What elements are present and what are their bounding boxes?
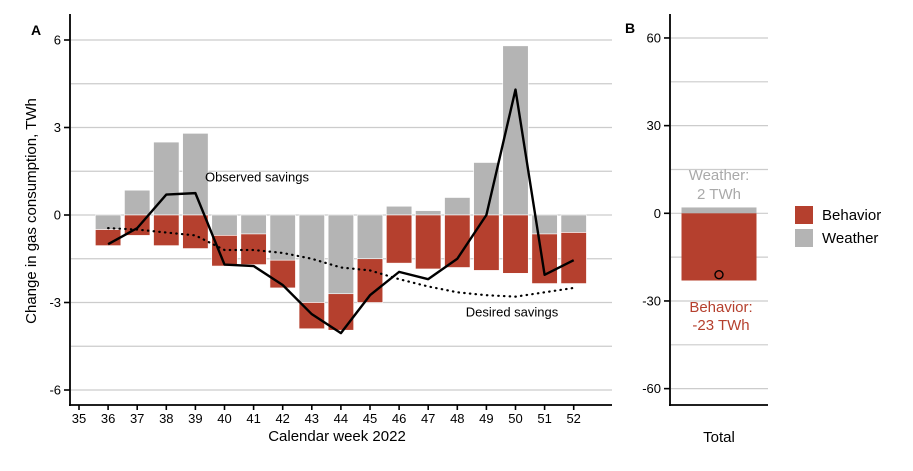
- bar-behavior-week-39: [182, 214, 209, 249]
- bar-weather-week-45: [356, 214, 384, 260]
- panel-b-y-tick-label: -30: [642, 293, 661, 308]
- panel-a-x-tick-label: 41: [246, 411, 260, 426]
- panel-a-y-tick-label: 0: [54, 208, 61, 223]
- bar-behavior-week-42: [269, 259, 296, 289]
- panel-b-y-tick-label: -60: [642, 381, 661, 396]
- panel-a-x-tick-label: 42: [275, 411, 289, 426]
- panel-a-x-tick-label: 47: [421, 411, 435, 426]
- panel-a-y-tick-label: 6: [54, 32, 61, 47]
- bar-weather-week-40: [211, 214, 238, 236]
- panel-a-y-tick-label: 3: [54, 120, 61, 135]
- panel-b-x-axis-title: Total: [703, 429, 735, 446]
- observed-total-marker: [714, 269, 724, 280]
- panel-a-x-tick-label: 52: [566, 411, 580, 426]
- bar-behavior-week-47: [415, 214, 442, 270]
- panel-a-x-tick-label: 43: [305, 411, 319, 426]
- bar-weather-week-39: [182, 133, 209, 216]
- legend-label-weather: Weather: [822, 229, 879, 247]
- weather-total-note-line2: 2 TWh: [697, 186, 741, 203]
- bar-weather-week-38: [153, 141, 180, 216]
- bar-weather-week-44: [327, 214, 354, 295]
- behavior-total-note-line2: -23 TWh: [692, 317, 750, 334]
- panel-a-x-tick-label: 44: [334, 411, 348, 426]
- bar-behavior-week-52: [560, 232, 587, 284]
- panel-b-y-tick-label: 30: [647, 118, 661, 133]
- observed-savings-annotation: Observed savings: [204, 169, 310, 185]
- bar-weather-week-49: [473, 162, 500, 216]
- behavior-swatch: [795, 206, 813, 224]
- panel-b-letter: B: [625, 20, 636, 36]
- bar-behavior-week-38: [153, 214, 180, 246]
- panel-a-y-tick-label: -3: [49, 295, 61, 310]
- panel-a-x-tick-label: 38: [159, 411, 173, 426]
- bar-weather-total: [681, 207, 757, 214]
- behavior-total-note: Behavior: -23 TWh: [689, 299, 752, 335]
- panel-a-x-tick-label: 40: [217, 411, 231, 426]
- desired-savings-annotation: Desired savings: [465, 304, 559, 320]
- bar-weather-week-46: [386, 205, 413, 216]
- panel-a-x-tick-label: 48: [450, 411, 464, 426]
- bar-behavior-week-44: [327, 293, 354, 331]
- bar-weather-week-47: [415, 210, 442, 216]
- weather-total-note: Weather: 2 TWh: [689, 166, 750, 204]
- bar-weather-week-52: [560, 214, 587, 233]
- desired-savings-line: [106, 227, 575, 298]
- bar-behavior-week-50: [502, 214, 529, 274]
- bar-weather-week-48: [444, 197, 471, 216]
- bar-weather-week-41: [240, 214, 267, 235]
- panel-a-x-tick-label: 36: [101, 411, 115, 426]
- panel-a-x-tick-label: 39: [188, 411, 202, 426]
- panel-a-x-tick-label: 49: [479, 411, 493, 426]
- panel-a-x-tick-label: 51: [537, 411, 551, 426]
- observed-savings-line: [107, 88, 575, 335]
- panel-b-y-tick-label: 60: [647, 30, 661, 45]
- bar-behavior-total: [681, 213, 757, 281]
- panel-a-letter: A: [31, 22, 42, 38]
- panel-a-x-tick-label: 35: [72, 411, 86, 426]
- behavior-total-note-line1: Behavior:: [689, 299, 753, 316]
- bar-weather-week-37: [124, 189, 151, 216]
- panel-a-x-tick-label: 46: [392, 411, 406, 426]
- bar-weather-week-50: [502, 45, 529, 216]
- panel-a-y-tick-label: -6: [49, 383, 61, 398]
- bar-weather-week-43: [298, 214, 325, 303]
- panel-b-y-tick-label: 0: [654, 206, 661, 221]
- weather-swatch: [795, 229, 813, 247]
- bar-behavior-week-46: [386, 214, 413, 264]
- legend-label-behavior: Behavior: [822, 206, 882, 224]
- panel-a-y-axis-title: Change in gas consumption, TWh: [23, 98, 40, 324]
- bar-behavior-week-51: [531, 233, 558, 284]
- bar-behavior-week-43: [298, 302, 325, 330]
- weather-total-note-line1: Weather:: [688, 167, 750, 184]
- legend-item-weather: Weather: [795, 229, 878, 247]
- panel-a-x-tick-label: 37: [130, 411, 144, 426]
- bar-weather-week-42: [269, 214, 296, 261]
- panel-a-x-axis-title: Calendar week 2022: [268, 428, 406, 445]
- panel-a-x-tick-label: 45: [363, 411, 377, 426]
- legend-item-behavior: Behavior: [795, 206, 881, 224]
- panel-a-x-tick-label: 50: [508, 411, 522, 426]
- bar-behavior-week-49: [473, 214, 500, 271]
